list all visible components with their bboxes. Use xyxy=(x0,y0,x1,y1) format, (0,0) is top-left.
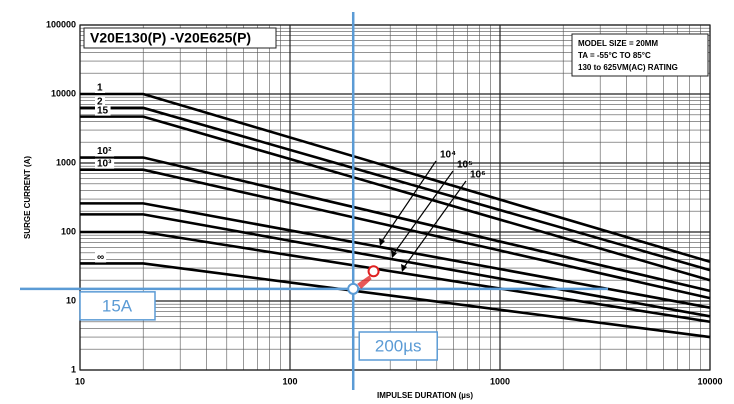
label-bg xyxy=(95,83,105,93)
y-tick-label: 100000 xyxy=(46,19,76,29)
series-label: ∞ xyxy=(97,252,104,263)
y-tick-label: 10 xyxy=(66,295,76,305)
y-tick-label: 1000 xyxy=(56,157,76,167)
arrow-head xyxy=(391,250,397,259)
series-line xyxy=(80,168,711,300)
crosshair-x-label: 200µs xyxy=(375,336,422,355)
tolerance-region xyxy=(357,275,372,289)
series-line xyxy=(80,230,711,324)
callout-arrow xyxy=(401,180,467,271)
series-label: 1 xyxy=(97,83,103,94)
series-label: 10⁶ xyxy=(470,170,486,181)
label-bg xyxy=(95,252,107,263)
plot-frame xyxy=(79,24,711,371)
label-bg xyxy=(95,105,111,116)
info-text: TA = -55°C TO 85°C xyxy=(578,51,651,60)
series-line xyxy=(80,213,711,318)
arrow-head xyxy=(401,263,407,272)
series-line xyxy=(80,262,711,339)
series-line xyxy=(80,202,711,309)
x-label-box xyxy=(358,331,438,361)
series-line xyxy=(80,156,711,293)
title-bg xyxy=(83,27,277,49)
x-tick-label: 1000 xyxy=(490,376,510,386)
chart-title: V20E130(P) -V20E625(P) xyxy=(90,30,251,46)
series-label: 15 xyxy=(97,105,109,116)
info-bg xyxy=(571,33,709,77)
callout-arrow xyxy=(379,160,437,245)
x-axis-title: IMPULSE DURATION (µs) xyxy=(377,391,473,400)
label-bg xyxy=(95,96,105,107)
y-label-box xyxy=(79,291,156,321)
series-label: 2 xyxy=(97,96,103,107)
series-line xyxy=(80,115,711,282)
series-label: 10⁴ xyxy=(440,150,456,161)
x-tick-label: 10 xyxy=(75,376,85,386)
y-tick-label: 1 xyxy=(71,364,76,374)
callout-arrow xyxy=(391,170,454,257)
overlay: 10 100 1000 10000 1 10 100 1000 10000 100000 1 215 1… xyxy=(20,12,723,400)
series-line xyxy=(80,92,711,264)
y-tick-label: 100 xyxy=(61,226,76,236)
info-text: MODEL SIZE = 20MM xyxy=(578,39,658,48)
x-tick-label: 100 xyxy=(282,376,297,386)
crosshair-y-label: 15A xyxy=(102,296,133,315)
x-tick-label: 10000 xyxy=(697,376,722,386)
series-label: 10³ xyxy=(97,158,112,169)
series-label: 10⁵ xyxy=(457,160,473,171)
y-tick-label: 10000 xyxy=(51,88,76,98)
series-lines xyxy=(80,92,711,339)
y-axis-title: SURGE CURRENT (A) xyxy=(23,156,32,239)
info-text: 130 to 625VM(AC) RATING xyxy=(578,63,678,72)
crosshair-point xyxy=(347,282,360,295)
highlight-point xyxy=(367,265,380,278)
label-bg xyxy=(95,158,115,169)
label-bg xyxy=(95,146,115,157)
arrow-head xyxy=(379,237,385,246)
series-label: 10² xyxy=(97,146,112,157)
